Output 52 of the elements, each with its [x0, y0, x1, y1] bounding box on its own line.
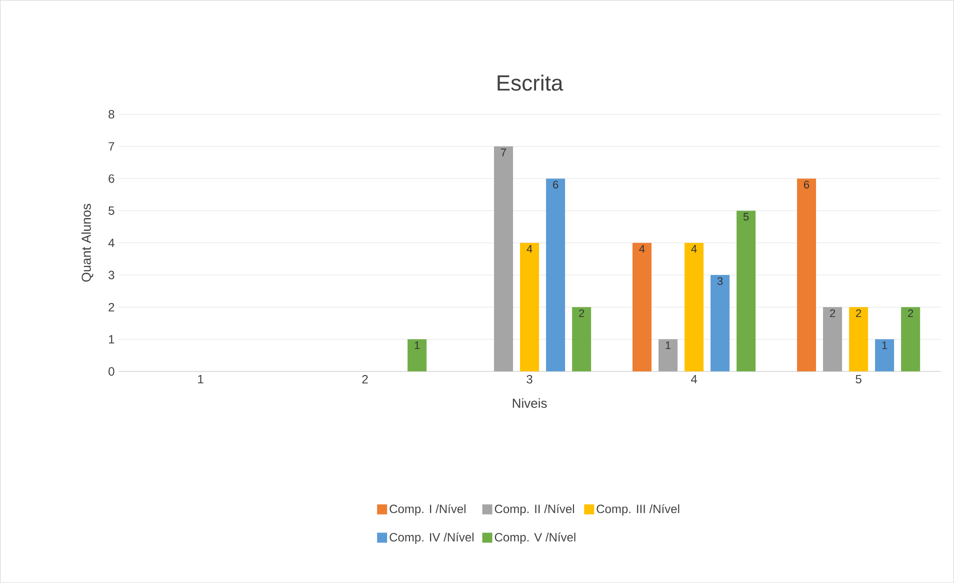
x-tick-label: 4	[690, 375, 698, 384]
x-axis-title: Niveis	[512, 398, 547, 408]
x-tick-label: 3	[526, 375, 532, 384]
y-tick-label: 3	[108, 270, 114, 280]
bar	[632, 242, 652, 372]
x-tick-label: 5	[856, 375, 862, 384]
data-label: 2	[856, 309, 862, 318]
data-label: 5	[743, 213, 749, 221]
data-label: 1	[414, 342, 420, 350]
bar	[849, 307, 868, 372]
data-label: 4	[639, 245, 645, 253]
y-tick-label: 0	[108, 367, 114, 376]
x-tick-label: 2	[362, 375, 368, 384]
bar	[684, 242, 704, 372]
bar	[658, 339, 678, 372]
y-tick-label: 1	[108, 335, 114, 344]
y-axis-title: Quant Alunos	[81, 204, 94, 282]
data-label: 6	[804, 180, 810, 189]
bar	[494, 146, 514, 372]
data-label: 2	[908, 309, 914, 318]
data-label: 4	[526, 245, 532, 253]
data-label: 1	[882, 342, 888, 350]
y-tick-label: 2	[108, 303, 114, 312]
bar	[736, 210, 756, 372]
legend-label: Comp. II /Nível	[494, 504, 574, 516]
x-tick-label: 1	[198, 375, 204, 384]
data-label: 2	[579, 309, 584, 318]
bar	[875, 339, 894, 372]
bar	[520, 242, 540, 372]
data-label: 7	[501, 148, 506, 156]
bar	[408, 339, 427, 372]
legend-label: Comp. IV /Nível	[390, 532, 474, 544]
legend-label: Comp. III /Nível	[596, 504, 680, 516]
data-label: 4	[691, 245, 697, 253]
y-tick-label: 8	[108, 110, 114, 119]
bar	[901, 307, 920, 372]
legend-label: Comp. V /Nível	[494, 532, 576, 544]
data-label: 2	[830, 309, 836, 318]
y-tick-label: 7	[108, 142, 114, 151]
data-label: 6	[553, 180, 558, 189]
bar	[546, 178, 566, 372]
bar	[572, 307, 592, 372]
data-label: 3	[717, 277, 723, 286]
bar	[823, 307, 842, 372]
y-tick-label: 6	[108, 174, 114, 183]
y-tick-label: 5	[108, 206, 114, 216]
bar	[710, 275, 730, 372]
data-label: 1	[666, 342, 671, 350]
y-tick-label: 4	[108, 238, 114, 248]
chart-title: Escrita	[498, 74, 564, 91]
bar	[797, 178, 816, 372]
legend-label: Comp. I /Nível	[390, 504, 466, 516]
